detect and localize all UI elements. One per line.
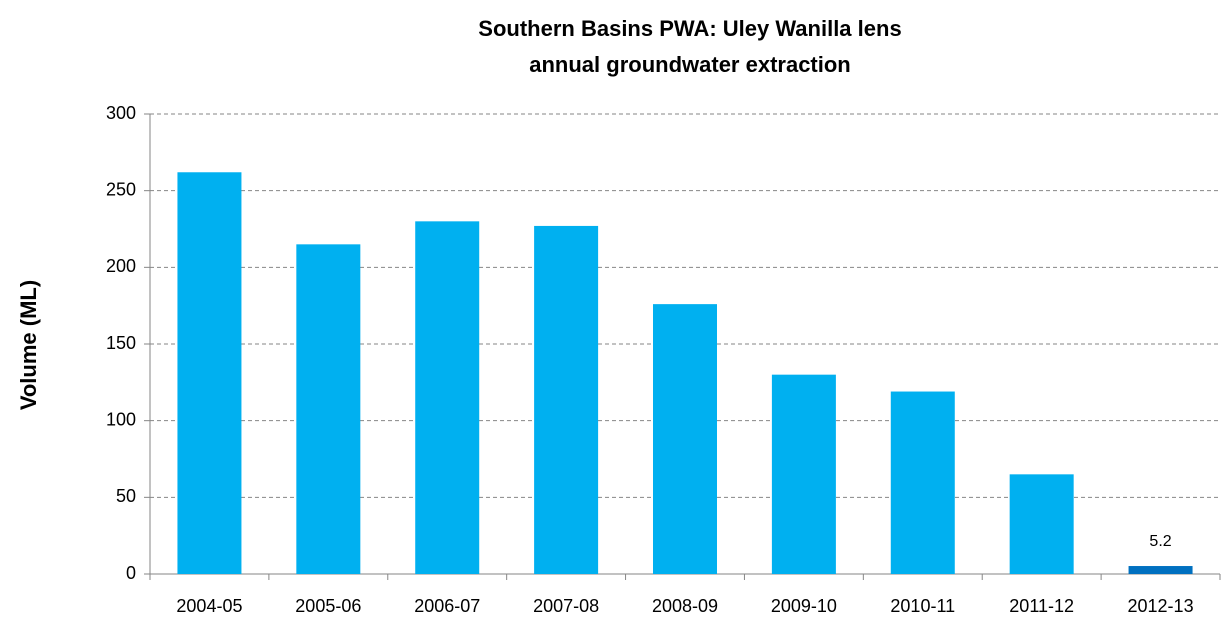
- y-tick-label: 300: [106, 103, 136, 123]
- y-tick-label: 0: [126, 563, 136, 583]
- x-tick-label: 2012-13: [1128, 596, 1194, 616]
- x-tick-label: 2006-07: [414, 596, 480, 616]
- bar: [890, 391, 955, 574]
- bar: [771, 374, 836, 574]
- y-tick-label: 200: [106, 256, 136, 276]
- bar: [1009, 474, 1074, 574]
- chart-title: Southern Basins PWA: Uley Wanilla lens: [478, 16, 901, 41]
- bar: [177, 172, 242, 574]
- x-tick-label: 2009-10: [771, 596, 837, 616]
- x-tick-label: 2005-06: [295, 596, 361, 616]
- data-label: 5.2: [1149, 533, 1171, 550]
- x-tick-label: 2007-08: [533, 596, 599, 616]
- x-tick-label: 2008-09: [652, 596, 718, 616]
- bar: [296, 244, 361, 575]
- y-tick-label: 250: [106, 179, 136, 199]
- x-tick-label: 2004-05: [176, 596, 242, 616]
- bar: [1128, 566, 1193, 574]
- bar: [534, 225, 599, 574]
- x-tick-label: 2010-11: [890, 596, 955, 616]
- y-tick-label: 150: [106, 333, 136, 353]
- bar: [653, 304, 717, 574]
- x-tick-label: 2011-12: [1009, 596, 1074, 616]
- chart-title: annual groundwater extraction: [529, 52, 851, 77]
- y-tick-label: 100: [106, 409, 136, 429]
- bar: [415, 221, 480, 575]
- y-axis-label: Volume (ML): [16, 280, 41, 410]
- y-tick-label: 50: [116, 486, 136, 506]
